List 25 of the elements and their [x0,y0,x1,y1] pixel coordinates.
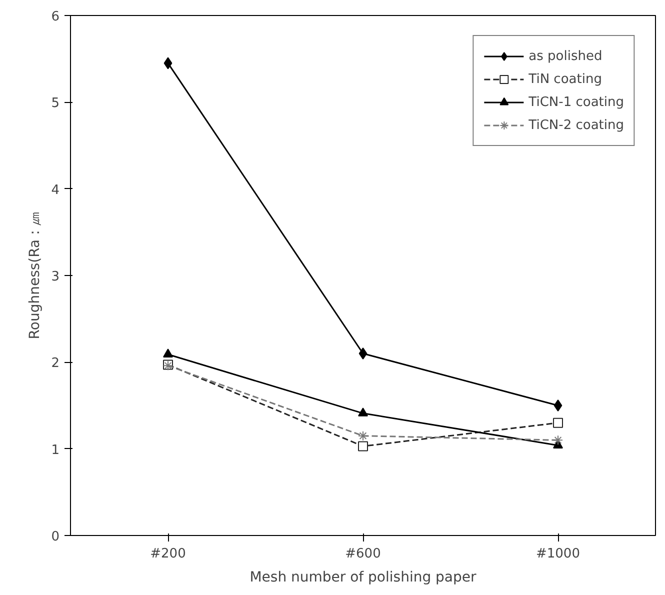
x-axis-title: Mesh number of polishing paper [250,570,477,586]
y-tick-label: 4 [51,182,60,198]
legend-label: TiN coating [528,72,602,86]
x-tick-label: #200 [150,546,186,562]
point [553,435,563,446]
y-tick-label: 1 [51,442,60,458]
x-tick-label: #600 [345,546,381,562]
point [358,441,368,452]
point [358,430,368,441]
point [358,348,368,360]
y-tick-label: 6 [51,10,60,24]
x-tick-label: #1000 [536,546,580,562]
point [358,408,368,416]
y-tick-label: 0 [51,530,60,544]
legend-label: TiCN-2 coating [528,118,624,132]
y-tick-label: 2 [51,356,60,372]
legend-label: as polished [528,48,602,64]
point [554,400,562,412]
y-tick-label: 5 [51,96,60,112]
legend-label: TiCN-1 coating [528,94,624,110]
point [163,348,173,358]
point [164,57,172,70]
point [553,418,563,428]
y-axis-title: Roughness(Ra : ㎛ [27,212,44,340]
y-tick-label: 3 [51,270,60,284]
